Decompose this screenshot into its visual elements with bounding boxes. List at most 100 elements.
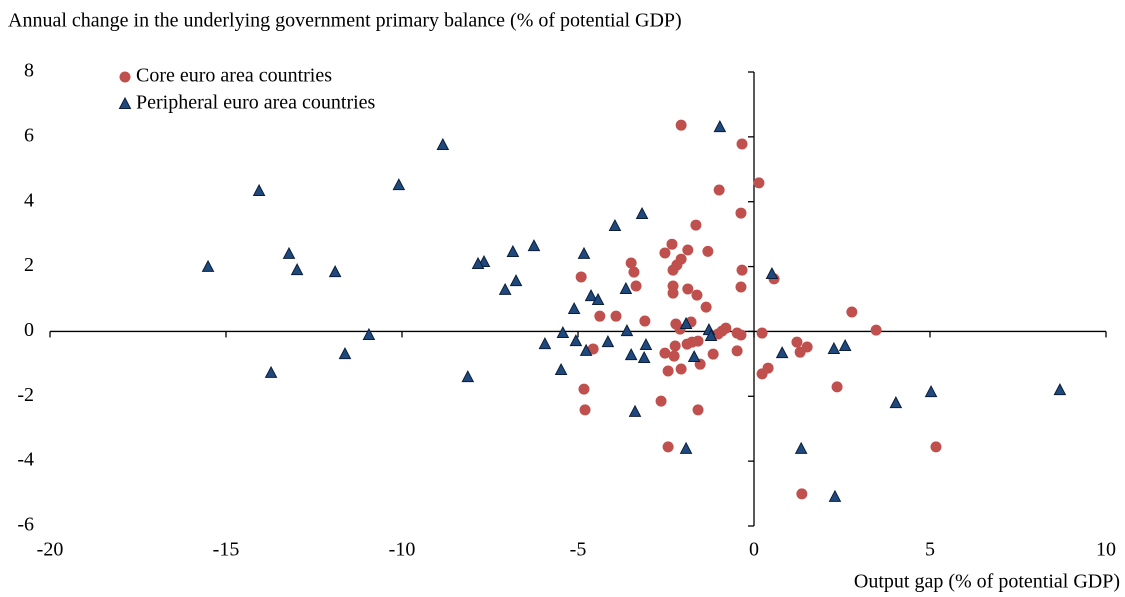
- scatter-point: [587, 343, 599, 355]
- scatter-point: [594, 310, 606, 322]
- scatter-point: [735, 281, 747, 293]
- scatter-point: [498, 282, 512, 295]
- scatter-point: [930, 441, 942, 453]
- scatter-point: [579, 343, 593, 356]
- scatter-point: [506, 244, 520, 257]
- scatter-point: [662, 441, 674, 453]
- scatter-point: [735, 329, 747, 341]
- scatter-point: [736, 138, 748, 150]
- scatter-point: [264, 365, 278, 378]
- scatter-point: [362, 327, 376, 340]
- scatter-point: [556, 325, 570, 339]
- scatter-point: [630, 280, 642, 292]
- scatter-point: [794, 346, 806, 358]
- scatter-point: [662, 365, 674, 377]
- x-tick-label: -15: [213, 539, 240, 561]
- scatter-point: [707, 348, 719, 360]
- y-tick-label: 2: [24, 254, 34, 276]
- scatter-point: [601, 335, 615, 348]
- scatter-point: [794, 441, 808, 454]
- x-tick-label: 5: [925, 539, 935, 561]
- scatter-point: [756, 368, 768, 380]
- scatter-point: [471, 256, 485, 269]
- scatter-point: [639, 337, 653, 351]
- scatter-point: [628, 266, 640, 278]
- scatter-point: [735, 207, 747, 219]
- scatter-point: [628, 404, 642, 417]
- scatter-point: [538, 336, 552, 350]
- scatter-point: [679, 441, 693, 454]
- scatter-point: [827, 341, 841, 354]
- scatter-point: [620, 324, 634, 337]
- x-tick-label: -10: [389, 539, 416, 561]
- scatter-point: [655, 395, 667, 407]
- y-tick-label: 6: [24, 124, 34, 146]
- scatter-point: [679, 316, 693, 329]
- x-tick-label: 10: [1096, 539, 1116, 561]
- y-tick-label: 0: [24, 319, 34, 341]
- scatter-point: [667, 287, 679, 299]
- x-tick-label: 0: [749, 539, 759, 561]
- scatter-point: [608, 218, 622, 232]
- x-axis-label: Output gap (% of potential GDP): [854, 571, 1120, 593]
- scatter-point: [659, 347, 671, 359]
- scatter-point: [527, 239, 541, 252]
- scatter-point: [682, 244, 694, 256]
- scatter-point: [659, 247, 671, 259]
- scatter-point: [700, 301, 712, 313]
- scatter-point: [554, 362, 568, 376]
- scatter-point: [666, 238, 678, 250]
- scatter-point: [831, 381, 843, 393]
- scatter-point: [635, 206, 649, 220]
- y-tick-label: 4: [24, 189, 34, 211]
- scatter-point: [712, 328, 724, 340]
- scatter-point: [704, 328, 718, 341]
- scatter-point: [577, 246, 591, 259]
- scatter-point: [765, 266, 779, 280]
- scatter-point: [870, 324, 882, 336]
- y-tick-label: -2: [17, 384, 34, 406]
- scatter-point: [328, 265, 342, 278]
- scatter-point: [619, 281, 633, 294]
- scatter-point: [461, 370, 475, 383]
- x-tick-label: -20: [37, 539, 64, 561]
- scatter-point: [639, 315, 651, 327]
- scatter-point: [392, 178, 406, 191]
- scatter-point: [509, 274, 523, 287]
- scatter-point: [713, 120, 727, 133]
- scatter-point: [338, 347, 352, 360]
- scatter-point: [567, 301, 581, 315]
- scatter-point: [702, 245, 714, 257]
- scatter-point: [591, 292, 605, 305]
- scatter-point: [828, 489, 842, 502]
- scatter-point: [569, 334, 583, 347]
- scatter-point: [796, 488, 808, 500]
- scatter-point: [889, 396, 903, 409]
- scatter-point: [691, 289, 703, 301]
- scatter-point: [436, 137, 450, 150]
- scatter-point: [637, 350, 651, 364]
- scatter-point: [682, 283, 694, 295]
- scatter-point: [610, 310, 622, 322]
- scatter-point: [584, 289, 598, 302]
- scatter-point: [675, 119, 687, 131]
- scatter-point: [846, 306, 858, 318]
- scatter-point: [290, 263, 304, 276]
- legend-label: Core euro area countries: [136, 65, 332, 87]
- scatter-point: [667, 264, 679, 276]
- scatter-point: [924, 384, 938, 398]
- scatter-point: [775, 346, 789, 359]
- scatter-point: [578, 383, 590, 395]
- scatter-point: [713, 184, 725, 196]
- scatter-point: [625, 257, 637, 269]
- legend-label: Peripheral euro area countries: [136, 92, 376, 114]
- scatter-point: [252, 183, 266, 197]
- scatter-point: [753, 177, 765, 189]
- scatter-point: [690, 219, 702, 231]
- legend-marker: [119, 71, 131, 83]
- x-tick-label: -5: [570, 539, 587, 561]
- scatter-point: [791, 336, 803, 348]
- y-tick-label: -6: [17, 514, 34, 536]
- scatter-point: [579, 404, 591, 416]
- scatter-point: [692, 404, 704, 416]
